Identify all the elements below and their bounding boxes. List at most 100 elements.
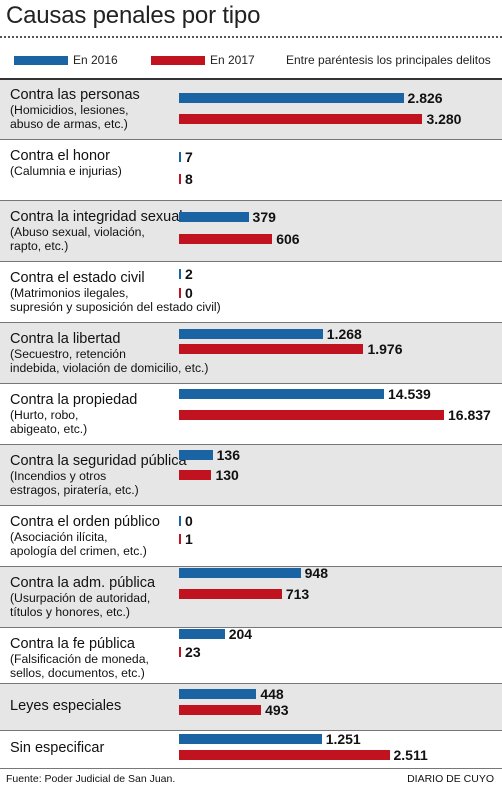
chart-title: Causas penales por tipo — [6, 2, 261, 29]
value-label-2017: 713 — [285, 586, 310, 602]
category-label: Leyes especiales — [10, 698, 121, 714]
value-label-2016: 448 — [260, 686, 284, 702]
bar-2017 — [179, 750, 390, 760]
legend-label-2017: En 2017 — [210, 53, 255, 67]
bar-2017 — [179, 114, 423, 124]
category-name: Contra la fe pública — [10, 636, 135, 652]
row-separator — [0, 683, 502, 684]
value-label-2017: 606 — [276, 231, 300, 247]
value-label-2016: 1.268 — [326, 326, 362, 342]
category-name: Contra el orden público — [10, 514, 160, 530]
category-name: Contra el honor — [10, 148, 110, 164]
row-separator — [0, 200, 502, 201]
bar-2017 — [179, 174, 181, 184]
row-separator — [0, 139, 502, 140]
legend-item-2017: En 2017 — [151, 53, 255, 67]
row-separator — [0, 444, 502, 445]
publisher-brand: DIARIO DE CUYO — [407, 773, 494, 785]
value-label-2017: 16.837 — [448, 407, 491, 423]
value-label-2017: 2.511 — [393, 747, 428, 763]
category-label: Contra la fe pública (Falsificación de mo… — [10, 636, 149, 680]
category-label: Contra el estado civil (Matrimonios ilega… — [10, 270, 221, 314]
bar-2016 — [179, 516, 181, 526]
category-examples: (Falsificación de moneda, — [10, 652, 149, 666]
legend-label-2016: En 2016 — [73, 53, 118, 67]
legend-note: Entre paréntesis los principales delitos — [286, 53, 491, 67]
bar-2016 — [179, 269, 181, 279]
row-separator — [0, 78, 502, 80]
category-name: Contra el estado civil — [10, 270, 145, 286]
category-examples: títulos y honores, etc.) — [10, 605, 130, 619]
bar-2016 — [179, 450, 213, 460]
source-note: Fuente: Poder Judicial de San Juan. — [6, 773, 176, 785]
category-name: Contra la adm. pública — [10, 575, 156, 591]
bar-2016 — [179, 568, 301, 578]
category-examples: abigeato, etc.) — [10, 422, 88, 436]
category-examples: (Abuso sexual, violación, — [10, 225, 145, 239]
bar-2016 — [179, 152, 181, 162]
category-name: Contra la seguridad pública — [10, 453, 187, 469]
bar-2016 — [179, 212, 249, 222]
category-examples: (Secuestro, retención — [10, 347, 126, 361]
category-examples: (Asociación ilícita, — [10, 530, 108, 544]
row-separator — [0, 322, 502, 323]
bar-2017 — [179, 589, 282, 599]
category-name: Sin especificar — [10, 740, 105, 756]
category-label: Contra la adm. pública (Usurpación de aut… — [10, 575, 155, 619]
row-separator — [0, 768, 502, 769]
category-examples: abuso de armas, etc.) — [10, 117, 128, 131]
category-label: Contra el orden público (Asociación ilíci… — [10, 514, 160, 558]
category-name: Contra la integridad sexual — [10, 209, 183, 225]
bar-2017 — [179, 705, 262, 715]
category-name: Contra la propiedad — [10, 392, 138, 408]
category-examples: indebida, violación de domicilio, etc.) — [10, 361, 209, 375]
category-examples: sellos, documentos, etc.) — [10, 666, 145, 680]
value-label-2016: 0 — [185, 513, 193, 529]
legend-swatch-2017 — [151, 56, 205, 66]
value-label-2017: 0 — [185, 285, 193, 301]
category-examples: (Calumnia e injurias) — [10, 164, 122, 178]
value-label-2016: 204 — [228, 626, 253, 642]
category-label: Contra la integridad sexual (Abuso sexual… — [10, 209, 183, 253]
category-examples: estragos, piratería, etc.) — [10, 483, 139, 497]
value-label-2017: 23 — [185, 644, 201, 660]
bar-2017 — [179, 234, 273, 244]
category-name: Leyes especiales — [10, 697, 122, 714]
category-examples: apología del crimen, etc.) — [10, 544, 147, 558]
row-separator — [0, 383, 502, 384]
category-examples: (Incendios y otros — [10, 469, 107, 483]
bar-2016 — [179, 93, 404, 103]
row-separator — [0, 730, 502, 731]
legend-swatch-2016 — [14, 56, 68, 66]
value-label-2016: 136 — [216, 447, 240, 463]
bar-2017 — [179, 470, 212, 480]
category-label: Contra la seguridad pública (Incendios y … — [10, 453, 187, 497]
category-examples: (Hurto, robo, — [10, 408, 79, 422]
row-separator — [0, 505, 502, 506]
value-label-2016: 379 — [252, 209, 276, 225]
title-rule — [0, 36, 502, 38]
bar-2017 — [179, 534, 181, 544]
bar-2016 — [179, 629, 225, 639]
row-separator — [0, 261, 502, 262]
row-separator — [0, 627, 502, 628]
category-row — [0, 78, 502, 139]
legend-item-2016: En 2016 — [14, 53, 118, 67]
category-label: Sin especificar — [10, 740, 104, 756]
bar-2017 — [179, 344, 364, 354]
value-label-2016: 2 — [185, 266, 193, 282]
value-label-2017: 1.976 — [367, 341, 403, 357]
category-row — [0, 200, 502, 261]
category-label: Contra las personas (Homicidios, lesiones… — [10, 87, 140, 131]
value-label-2016: 14.539 — [388, 386, 431, 402]
bar-2016 — [179, 734, 322, 744]
category-label: Contra la propiedad (Hurto, robo, abigeato… — [10, 392, 137, 436]
value-label-2016: 2.826 — [407, 90, 443, 106]
bar-2017 — [179, 410, 444, 420]
value-label-2017: 8 — [185, 171, 193, 187]
category-examples: (Homicidios, lesiones, — [10, 103, 129, 117]
value-label-2017: 130 — [215, 467, 239, 483]
bar-2016 — [179, 389, 384, 399]
category-label: Contra el honor (Calumnia e injurias) — [10, 148, 122, 178]
bar-2017 — [179, 647, 182, 657]
